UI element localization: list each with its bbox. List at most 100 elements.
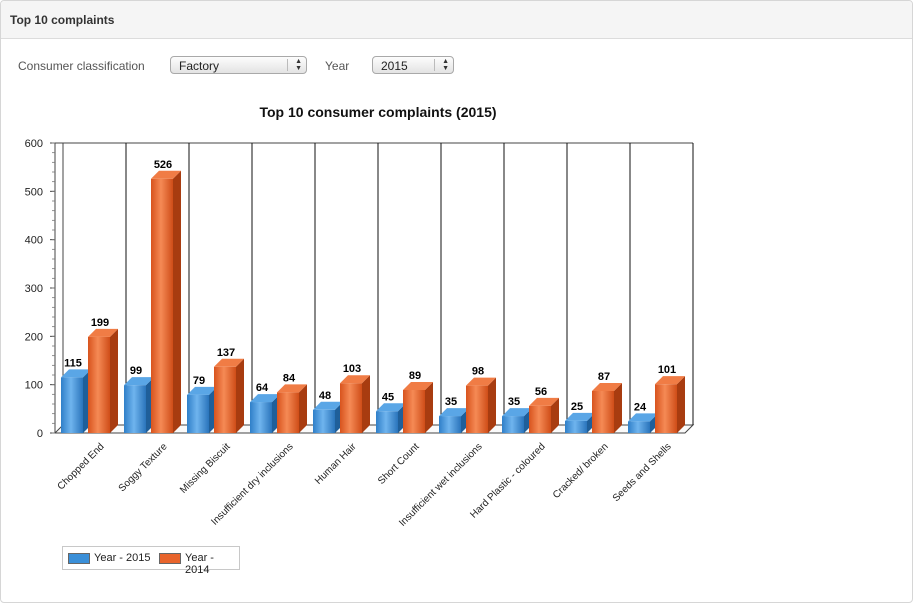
- year-label: Year: [325, 59, 350, 73]
- bar-front: [277, 392, 299, 433]
- y-tick-label: 500: [25, 186, 43, 198]
- legend-label-2015: Year - 2015: [94, 552, 151, 564]
- bar-top: [403, 381, 433, 390]
- category-label: Soggy Texture: [117, 441, 170, 494]
- y-tick-label: 600: [25, 138, 43, 150]
- year-select[interactable]: 2015 ▲ ▼: [372, 56, 454, 74]
- bar-top: [250, 394, 280, 403]
- year-value: 2015: [381, 59, 408, 73]
- category-label: Chopped End: [56, 441, 107, 492]
- bar-side: [173, 170, 181, 433]
- classification-label: Consumer classification: [18, 59, 145, 73]
- bar-side: [110, 328, 118, 433]
- chart-title: Top 10 consumer complaints (2015): [259, 104, 496, 120]
- bar-front: [502, 416, 524, 433]
- data-label: 115: [64, 357, 82, 369]
- bar-front: [376, 411, 398, 433]
- bar-front: [565, 420, 587, 433]
- y-tick-label: 100: [25, 380, 43, 392]
- bar-top: [151, 170, 181, 179]
- bar-top: [502, 408, 532, 417]
- bar-side: [488, 377, 496, 433]
- legend-swatch-2015: [68, 553, 90, 564]
- y-tick-label: 400: [25, 235, 43, 247]
- y-tick-label: 200: [25, 331, 43, 343]
- bar-front: [124, 385, 146, 433]
- bar-top: [466, 377, 496, 386]
- bar-front: [250, 402, 272, 433]
- bar-front: [340, 383, 362, 433]
- bar-top: [529, 397, 559, 406]
- bar-top: [187, 386, 217, 395]
- data-label: 64: [256, 382, 269, 394]
- bar-side: [362, 375, 370, 433]
- bar-side: [299, 384, 307, 433]
- bar-top: [565, 412, 595, 421]
- panel-title: Top 10 complaints: [10, 13, 115, 27]
- bar-top: [655, 376, 685, 385]
- classification-select[interactable]: Factory ▲ ▼: [170, 56, 307, 74]
- bar-top: [61, 369, 91, 378]
- data-label: 199: [91, 317, 109, 329]
- bar-top: [376, 403, 406, 412]
- bar-top: [340, 375, 370, 384]
- bar-front: [313, 409, 335, 433]
- data-label: 101: [658, 364, 676, 376]
- bar-front: [592, 390, 614, 433]
- category-label: Human Hair: [313, 441, 359, 487]
- bar-front: [529, 405, 551, 433]
- bar-top: [214, 358, 244, 367]
- select-separator: [434, 59, 435, 71]
- y-tick-label: 300: [25, 283, 43, 295]
- category-label: Seeds and Shells: [611, 441, 674, 504]
- category-label: Short Count: [376, 441, 422, 487]
- data-label: 35: [508, 396, 520, 408]
- bar-front: [214, 366, 236, 433]
- data-label: 45: [382, 391, 394, 403]
- data-label: 79: [193, 375, 205, 387]
- bar-front: [466, 385, 488, 433]
- bar-side: [425, 381, 433, 433]
- bar-front: [151, 178, 173, 433]
- data-label: 98: [472, 366, 484, 378]
- bar-top: [124, 377, 154, 386]
- bar-top: [439, 408, 469, 417]
- bar-side: [677, 376, 685, 433]
- bar-side: [551, 397, 559, 433]
- data-label: 526: [154, 159, 172, 171]
- category-label: Missing Biscuit: [178, 441, 233, 496]
- bar-front: [439, 416, 461, 433]
- bar-front: [61, 377, 83, 433]
- data-label: 99: [130, 365, 142, 377]
- legend-swatch-2014: [159, 553, 181, 564]
- bar-side: [236, 358, 244, 433]
- bar-front: [88, 336, 110, 433]
- data-label: 87: [598, 371, 610, 383]
- bar-front: [628, 421, 650, 433]
- bar-top: [277, 384, 307, 393]
- data-label: 35: [445, 396, 457, 408]
- bar-top: [313, 401, 343, 410]
- data-label: 25: [571, 401, 583, 413]
- data-label: 24: [634, 401, 647, 413]
- data-label: 84: [283, 372, 296, 384]
- bar-side: [614, 382, 622, 433]
- bar-front: [187, 394, 209, 433]
- chart-legend: Year - 2015 Year - 2014: [62, 546, 240, 576]
- bar-front: [655, 384, 677, 433]
- data-label: 89: [409, 370, 421, 382]
- bar-top: [628, 413, 658, 422]
- bar-front: [403, 389, 425, 433]
- data-label: 48: [319, 390, 331, 402]
- bar-top: [88, 328, 118, 337]
- category-label: Cracked/ broken: [551, 441, 611, 501]
- select-arrows-icon: ▲ ▼: [295, 58, 302, 72]
- data-label: 103: [343, 363, 361, 375]
- classification-value: Factory: [179, 59, 220, 73]
- data-label: 137: [217, 347, 235, 359]
- data-label: 56: [535, 386, 547, 398]
- select-arrows-icon: ▲ ▼: [442, 58, 449, 72]
- select-separator: [287, 59, 288, 71]
- legend-label-2014: Year - 2014: [185, 552, 214, 576]
